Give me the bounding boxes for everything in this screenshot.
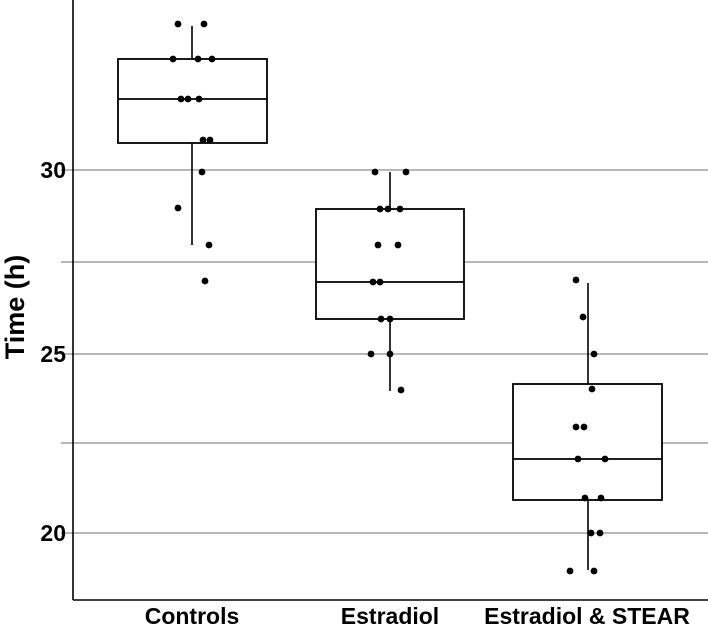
svg-text:Controls: Controls [145, 603, 240, 627]
svg-text:30: 30 [40, 157, 66, 183]
svg-text:25: 25 [40, 341, 66, 367]
svg-text:Time (h): Time (h) [0, 255, 30, 360]
svg-text:Estradiol: Estradiol [341, 603, 439, 627]
svg-text:Estradiol & STEAR: Estradiol & STEAR [484, 603, 690, 627]
svg-text:20: 20 [40, 520, 66, 546]
